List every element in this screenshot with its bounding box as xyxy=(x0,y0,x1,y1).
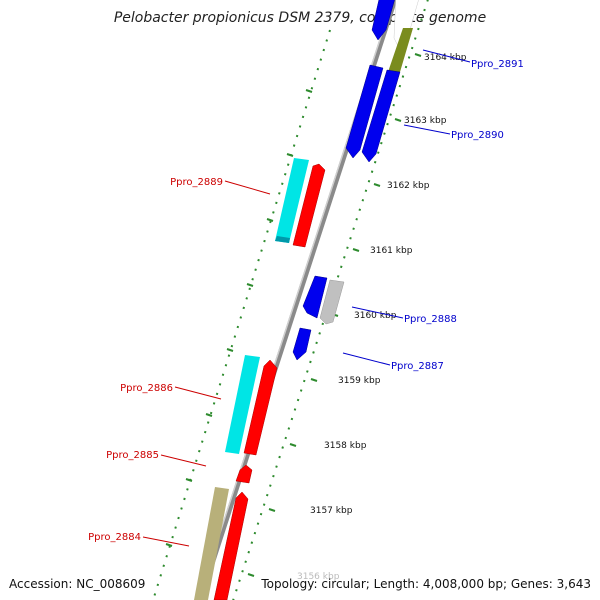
gene-cluster-2889 xyxy=(275,158,326,248)
gene-arrow-reverse[interactable] xyxy=(235,464,253,484)
olive-feature-bar[interactable] xyxy=(388,28,413,72)
gene-cluster-top xyxy=(345,0,419,163)
grey-feature-arrow[interactable] xyxy=(319,279,345,325)
leader-lines-right xyxy=(342,49,471,366)
gene-cluster-2888 xyxy=(292,275,345,361)
gene-arrow-forward[interactable] xyxy=(302,275,328,319)
gene-arrow-forward[interactable] xyxy=(371,0,396,41)
genome-summary-text: Topology: circular; Length: 4,008,000 bp… xyxy=(261,577,591,591)
ruler-label: 3158 kbp xyxy=(324,441,367,451)
gene-label[interactable]: Ppro_2888 xyxy=(404,314,457,325)
cyan-feature-bar[interactable] xyxy=(275,158,309,243)
gene-cluster-2884 xyxy=(194,487,249,600)
left-ruler-ticks xyxy=(165,89,313,547)
ruler-dotted-left xyxy=(152,29,331,600)
ruler-label: 3163 kbp xyxy=(404,116,447,126)
accession-text: Accession: NC_008609 xyxy=(9,577,146,591)
gene-label[interactable]: Ppro_2886 xyxy=(120,383,173,394)
gene-label[interactable]: Ppro_2890 xyxy=(451,130,504,141)
ruler-label: 3157 kbp xyxy=(310,506,353,516)
ruler-label: 3164 kbp xyxy=(424,53,467,63)
ruler-label: 3156 kbp xyxy=(297,572,340,582)
cyan-feature-bar[interactable] xyxy=(225,355,260,454)
gene-arrow-forward[interactable] xyxy=(345,64,384,159)
ruler-label: 3161 kbp xyxy=(370,246,413,256)
gene-label[interactable]: Ppro_2889 xyxy=(170,177,223,188)
leader-lines-left xyxy=(142,180,271,547)
gene-cluster-2886 xyxy=(225,355,278,456)
ruler-label: 3159 kbp xyxy=(338,376,381,386)
map-title: Pelobacter propionicus DSM 2379, complet… xyxy=(113,10,487,26)
ruler-label: 3162 kbp xyxy=(387,181,430,191)
gene-arrow-reverse[interactable] xyxy=(292,163,326,248)
gene-label[interactable]: Ppro_2887 xyxy=(391,361,444,372)
gene-arrow-forward[interactable] xyxy=(292,327,312,361)
gene-arrow-forward[interactable] xyxy=(361,69,401,163)
gene-label[interactable]: Ppro_2884 xyxy=(88,532,141,543)
gene-arrow-reverse[interactable] xyxy=(243,359,278,456)
khaki-feature-bar[interactable] xyxy=(194,487,229,600)
ruler-label: 3160 kbp xyxy=(354,311,397,321)
gene-arrow-reverse[interactable] xyxy=(213,491,249,600)
gene-label[interactable]: Ppro_2885 xyxy=(106,450,159,461)
gene-label[interactable]: Ppro_2891 xyxy=(471,59,524,70)
